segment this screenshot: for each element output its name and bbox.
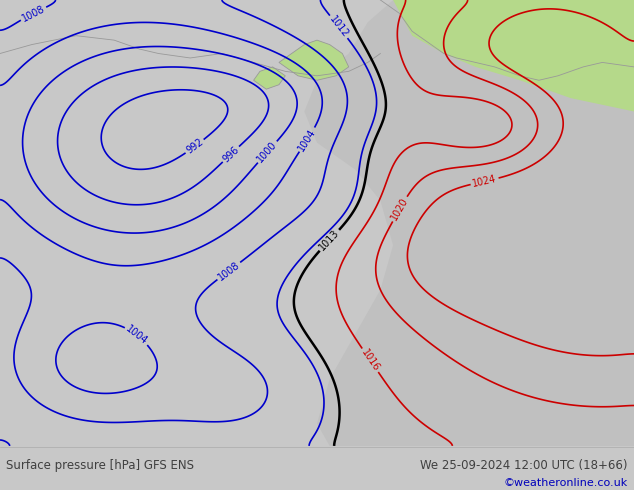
Polygon shape (279, 40, 349, 80)
Text: 992: 992 (184, 137, 205, 156)
Text: 1024: 1024 (472, 174, 498, 189)
Text: 1016: 1016 (359, 347, 381, 373)
Polygon shape (254, 67, 285, 89)
Text: 1008: 1008 (20, 3, 46, 24)
Text: We 25-09-2024 12:00 UTC (18+66): We 25-09-2024 12:00 UTC (18+66) (420, 459, 628, 472)
Text: 1020: 1020 (389, 196, 410, 222)
Text: 1008: 1008 (216, 260, 242, 282)
Text: Surface pressure [hPa] GFS ENS: Surface pressure [hPa] GFS ENS (6, 459, 195, 472)
Text: 1000: 1000 (256, 140, 279, 165)
Polygon shape (393, 0, 634, 112)
Text: ©weatheronline.co.uk: ©weatheronline.co.uk (503, 478, 628, 488)
Text: 1004: 1004 (297, 127, 318, 153)
Text: 1012: 1012 (327, 14, 350, 40)
Text: 1013: 1013 (318, 228, 341, 253)
Text: 1004: 1004 (124, 324, 150, 347)
Polygon shape (304, 0, 634, 446)
Text: 996: 996 (221, 144, 241, 164)
